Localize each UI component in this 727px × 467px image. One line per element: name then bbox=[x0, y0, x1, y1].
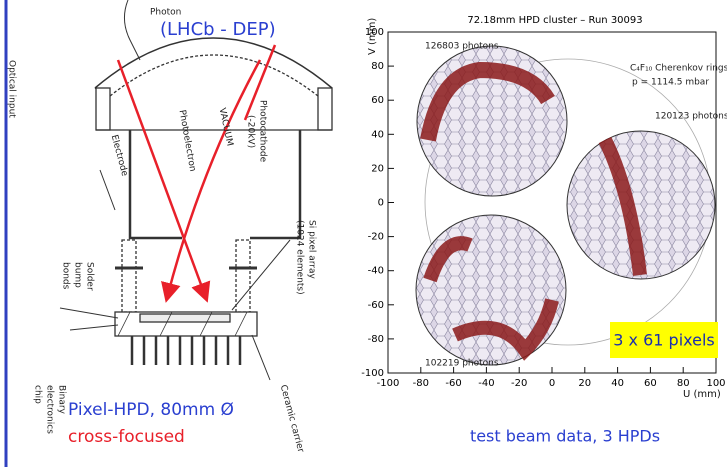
hpd bbox=[415, 214, 567, 366]
x-axis-label: U (mm) bbox=[683, 389, 721, 400]
label: Photon bbox=[150, 8, 181, 18]
x-tick-label: 0 bbox=[549, 378, 555, 389]
label: bump bbox=[73, 262, 83, 288]
x-tick-label: 60 bbox=[644, 378, 657, 389]
label: (1024 elements) bbox=[295, 220, 305, 295]
y-tick-label: -100 bbox=[361, 368, 384, 379]
caption: Pixel-HPD, 80mm Ø bbox=[68, 400, 234, 420]
diagram-title: (LHCb - DEP) bbox=[160, 19, 276, 40]
annotation: 126803 photons bbox=[425, 42, 499, 52]
x-tick-label: 100 bbox=[706, 378, 725, 389]
y-tick-label: 80 bbox=[371, 61, 384, 72]
y-tick-label: -60 bbox=[368, 300, 384, 311]
electron-paths bbox=[116, 44, 277, 303]
x-tick-label: -40 bbox=[478, 378, 494, 389]
x-tick-label: 40 bbox=[611, 378, 624, 389]
label: chip bbox=[33, 385, 43, 404]
x-tick-label: -80 bbox=[413, 378, 429, 389]
y-tick-label: 40 bbox=[371, 129, 384, 140]
hpd-diagram bbox=[59, 0, 333, 381]
label: Photocathode bbox=[258, 100, 268, 163]
y-tick-label: -20 bbox=[368, 232, 384, 243]
label: electronics bbox=[45, 385, 55, 434]
label: Photoelectron bbox=[177, 109, 198, 172]
x-tick-label: -60 bbox=[445, 378, 461, 389]
y-axis-label: V (mm) bbox=[367, 18, 378, 55]
plot-title: 72.18mm HPD cluster – Run 30093 bbox=[467, 15, 642, 26]
hpd bbox=[416, 45, 568, 197]
x-tick-label: 20 bbox=[578, 378, 591, 389]
annotation: C₄F₁₀ Cherenkov rings bbox=[630, 64, 727, 74]
badge-box bbox=[610, 322, 718, 358]
y-tick-label: -80 bbox=[368, 334, 384, 345]
label: Binary bbox=[57, 385, 67, 415]
hpd bbox=[566, 130, 716, 280]
x-tick-label: -20 bbox=[511, 378, 527, 389]
label: bonds bbox=[61, 262, 71, 290]
y-tick-label: 20 bbox=[371, 163, 384, 174]
y-tick-label: 0 bbox=[378, 198, 384, 209]
label: Ceramic carrier bbox=[278, 384, 306, 454]
y-tick-label: 100 bbox=[365, 27, 384, 38]
x-tick-label: -100 bbox=[377, 378, 400, 389]
badge: 3 x 61 pixels bbox=[613, 331, 714, 350]
label: Si pixel array bbox=[307, 220, 317, 280]
annotation: p = 1114.5 mbar bbox=[632, 78, 709, 88]
annotation: 102219 photons bbox=[425, 359, 499, 369]
label: Solder bbox=[85, 262, 95, 291]
hit-map bbox=[387, 31, 718, 374]
subcaption: cross-focused bbox=[68, 427, 185, 447]
annotation: 120123 photons bbox=[655, 112, 727, 122]
x-tick-label: 80 bbox=[677, 378, 690, 389]
caption: test beam data, 3 HPDs bbox=[470, 427, 660, 446]
y-tick-label: -40 bbox=[368, 266, 384, 277]
y-tick-label: 60 bbox=[371, 95, 384, 106]
label: (-20kV) bbox=[246, 115, 256, 148]
label: Electrode bbox=[109, 134, 130, 178]
label: Optical input bbox=[7, 60, 17, 118]
